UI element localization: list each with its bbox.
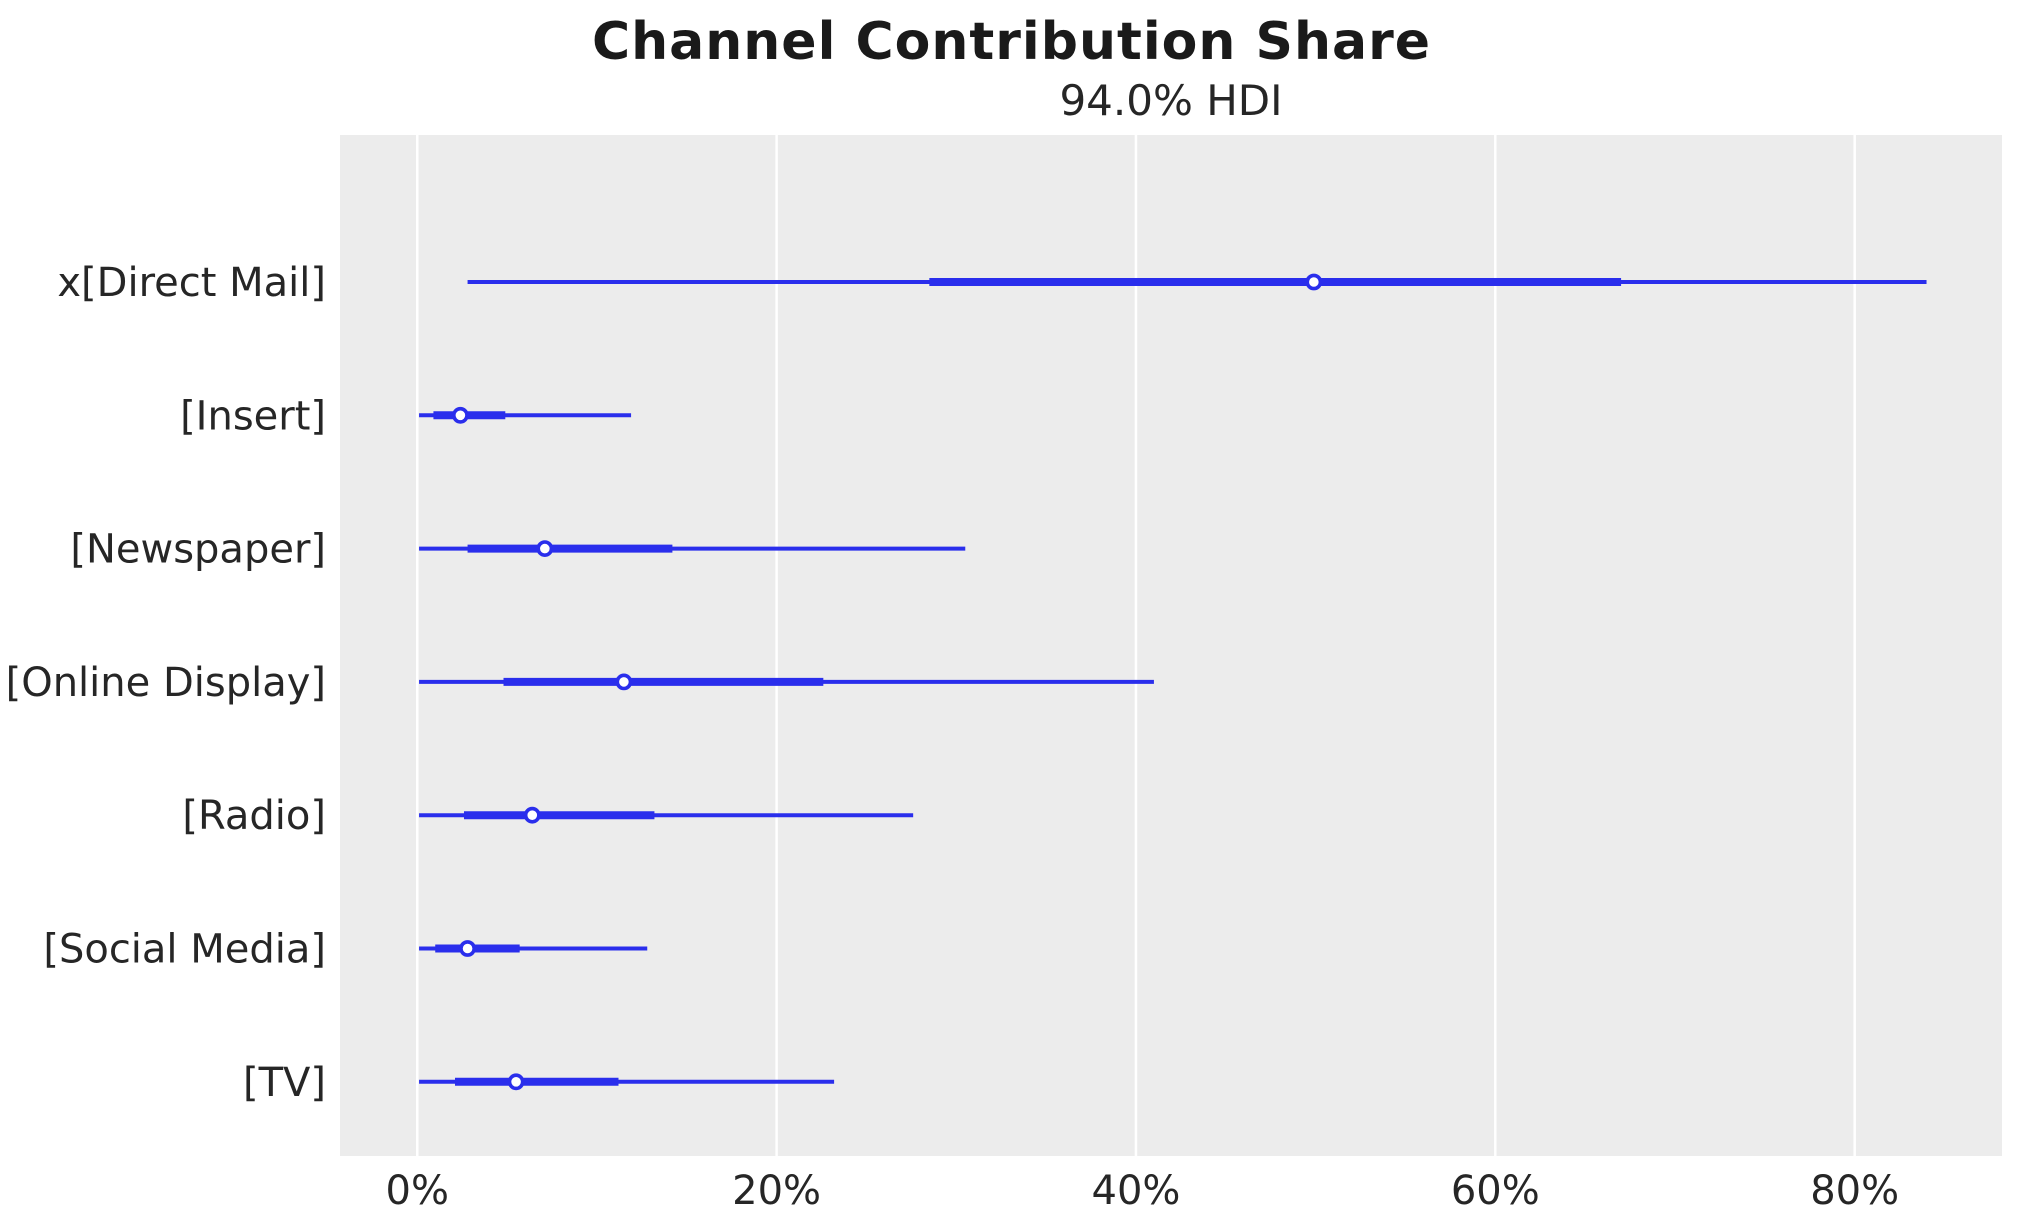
y-axis-label: [Online Display] bbox=[6, 660, 326, 706]
point-estimate-marker bbox=[1305, 273, 1323, 291]
y-axis-label: [Radio] bbox=[182, 793, 326, 839]
point-estimate-marker bbox=[536, 540, 554, 557]
point-estimate-marker bbox=[507, 1073, 525, 1091]
point-estimate-marker bbox=[523, 806, 541, 824]
x-tick-label: 40% bbox=[1092, 1168, 1181, 1214]
chart-title: Channel Contribution Share bbox=[592, 12, 1431, 72]
x-tick-label: 60% bbox=[1451, 1168, 1540, 1214]
plot-background bbox=[340, 135, 2002, 1156]
point-estimate-marker bbox=[615, 673, 633, 691]
x-tick-label: 80% bbox=[1810, 1168, 1899, 1214]
y-axis-label: [Social Media] bbox=[43, 927, 326, 973]
point-estimate-marker bbox=[451, 406, 469, 424]
x-tick-label: 20% bbox=[732, 1168, 821, 1214]
x-tick-label: 0% bbox=[386, 1168, 449, 1214]
point-estimate-marker bbox=[459, 940, 476, 957]
y-axis-label: x[Direct Mail] bbox=[57, 260, 326, 306]
y-axis-label: [Newspaper] bbox=[70, 527, 326, 573]
y-axis-label: [Insert] bbox=[180, 393, 326, 439]
chart-subtitle-hdi: 94.0% HDI bbox=[1059, 76, 1283, 125]
y-axis-label: [TV] bbox=[243, 1060, 326, 1106]
